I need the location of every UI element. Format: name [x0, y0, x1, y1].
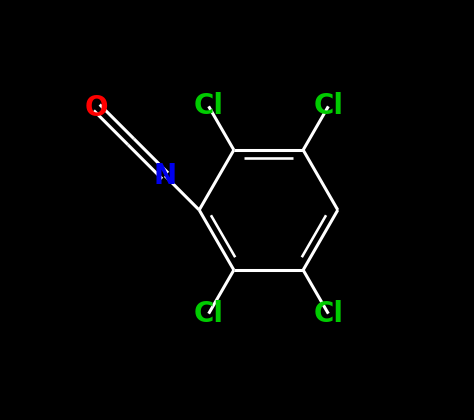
Text: Cl: Cl: [194, 92, 224, 121]
Text: Cl: Cl: [194, 299, 224, 328]
Text: Cl: Cl: [313, 299, 343, 328]
Text: O: O: [85, 94, 109, 121]
Text: N: N: [154, 162, 177, 190]
Text: Cl: Cl: [313, 92, 343, 121]
